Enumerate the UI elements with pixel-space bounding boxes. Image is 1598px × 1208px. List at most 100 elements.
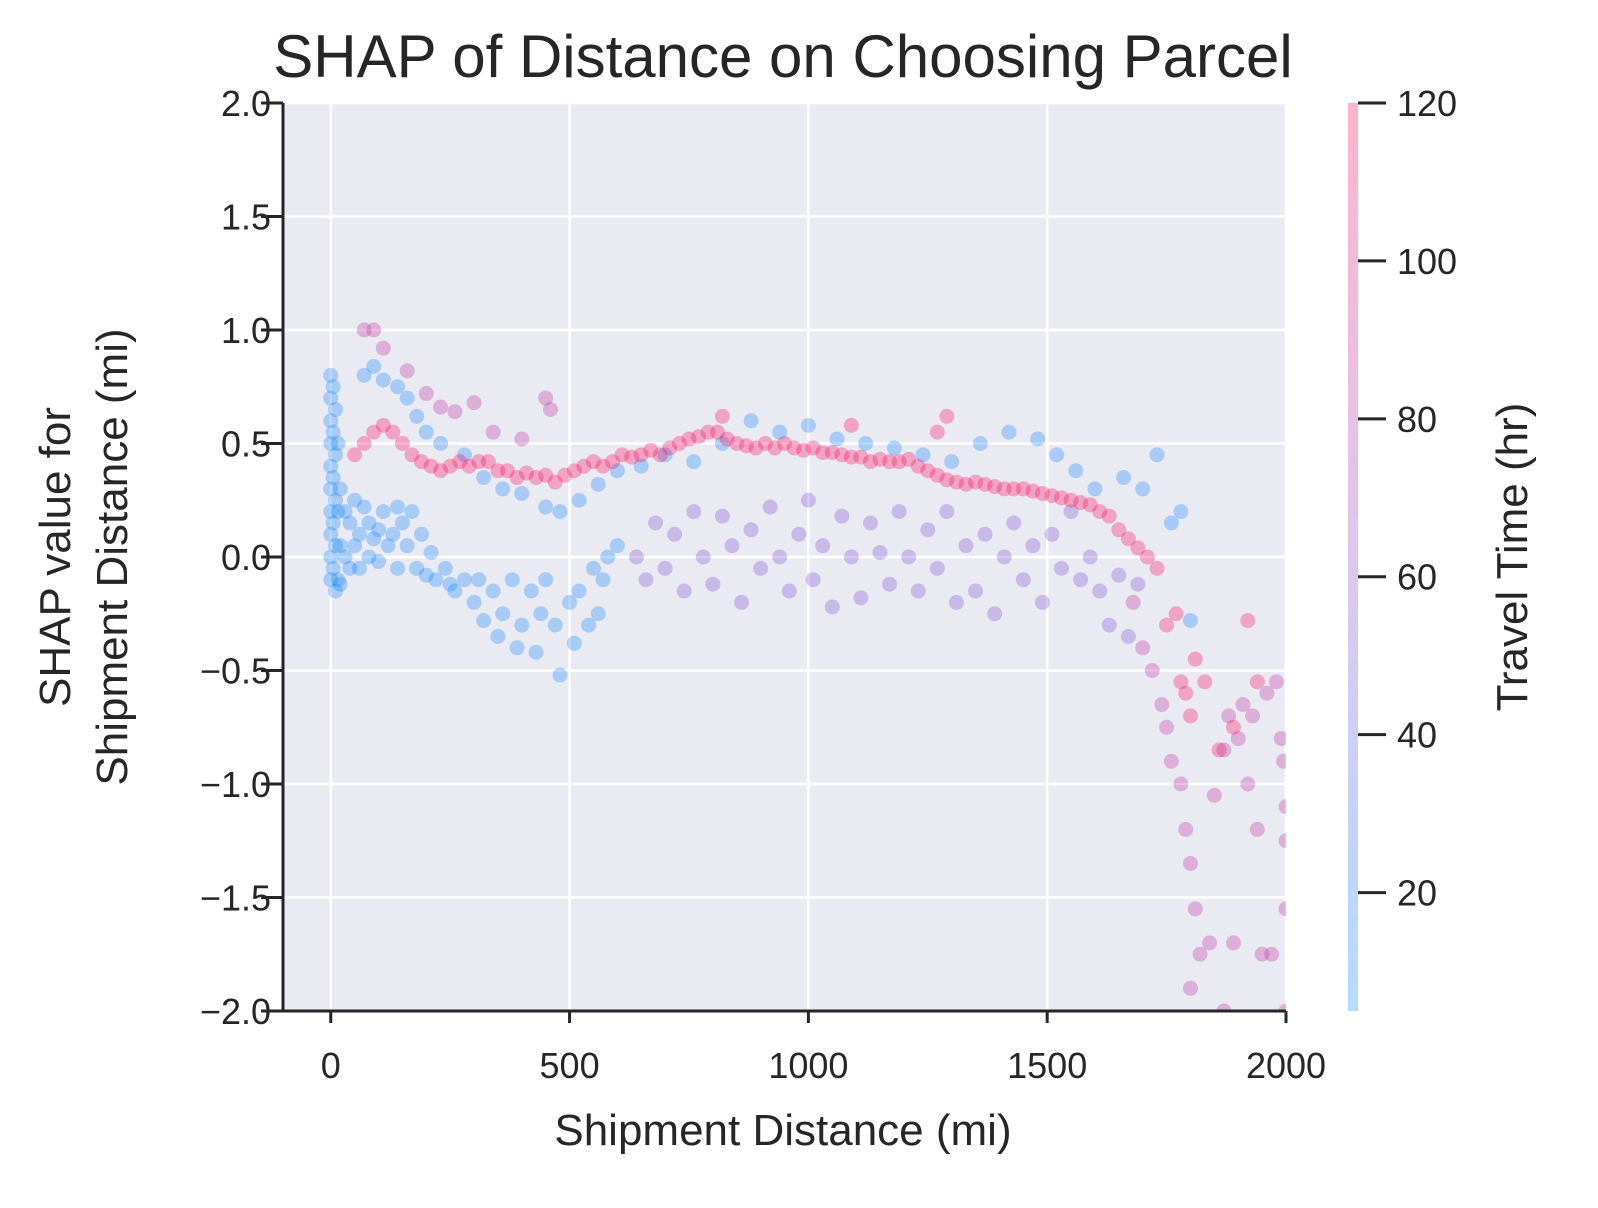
scatter-point	[1192, 946, 1208, 962]
x-tick-label: 1500	[1007, 1045, 1087, 1086]
scatter-point	[1163, 515, 1179, 531]
y-tick-label: 0.5	[221, 424, 271, 465]
scatter-point	[325, 379, 341, 395]
scatter-point	[1197, 674, 1213, 690]
scatter-point	[882, 454, 898, 470]
scatter-point	[1182, 855, 1198, 871]
scatter-point	[447, 583, 463, 599]
scatter-point	[328, 492, 344, 508]
scatter-point	[719, 431, 735, 447]
scatter-point	[1101, 508, 1117, 524]
scatter-point	[414, 454, 430, 470]
y-tick-label: −2.0	[200, 991, 271, 1032]
scatter-point	[1245, 708, 1261, 724]
series-group	[356, 322, 1286, 1011]
scatter-point	[815, 445, 831, 461]
scatter-point	[571, 583, 587, 599]
scatter-point	[1178, 685, 1194, 701]
scatter-point	[351, 526, 367, 542]
scatter-point	[1030, 431, 1046, 447]
scatter-point	[815, 538, 831, 554]
scatter-point	[805, 572, 821, 588]
y-axis-label-line-1: SHAP value for	[31, 407, 80, 707]
scatter-point	[872, 544, 888, 560]
scatter-point	[1001, 424, 1017, 440]
scatter-point	[824, 599, 840, 615]
y-tick-label: −1.0	[200, 764, 271, 805]
scatter-point	[323, 549, 339, 565]
scatter-point	[1044, 488, 1060, 504]
scatter-point	[633, 458, 649, 474]
scatter-point	[1235, 697, 1251, 713]
x-tick-label: 0	[321, 1045, 341, 1086]
scatter-point	[1120, 628, 1136, 644]
scatter-point	[337, 504, 353, 520]
scatter-point	[834, 508, 850, 524]
scatter-point	[958, 476, 974, 492]
scatter-point	[330, 572, 346, 588]
scatter-point	[772, 549, 788, 565]
y-tick-label: −1.5	[200, 878, 271, 919]
y-axis-label: SHAP value for Shipment Distance (mi)	[31, 328, 137, 785]
scatter-point	[330, 504, 346, 520]
scatter-point	[323, 504, 339, 520]
colorbar-tick-label: 100	[1397, 241, 1457, 282]
scatter-point	[853, 590, 869, 606]
scatter-point	[843, 449, 859, 465]
scatter-point	[786, 440, 802, 456]
scatter-point	[862, 454, 878, 470]
scatter-point	[347, 447, 363, 463]
scatter-point	[1101, 617, 1117, 633]
scatter-point	[638, 572, 654, 588]
scatter-point	[920, 463, 936, 479]
scatter-point	[987, 479, 1003, 495]
scatter-point	[581, 617, 597, 633]
scatter-point	[1225, 719, 1241, 735]
scatter-point	[394, 515, 410, 531]
scatter-point	[466, 395, 482, 411]
scatter-point	[456, 447, 472, 463]
scatter-point	[480, 454, 496, 470]
colorbar	[1348, 103, 1358, 1011]
scatter-point	[734, 594, 750, 610]
scatter-point	[1149, 560, 1165, 576]
scatter-point	[1173, 674, 1189, 690]
scatter-point	[676, 583, 692, 599]
scatter-point	[705, 576, 721, 592]
scatter-point	[1034, 485, 1050, 501]
scatter-point	[471, 572, 487, 588]
scatter-point	[1054, 490, 1070, 506]
scatter-point	[366, 531, 382, 547]
scatter-point	[695, 549, 711, 565]
scatter-point	[485, 583, 501, 599]
scatter-point	[738, 438, 754, 454]
scatter-point	[939, 408, 955, 424]
scatter-point	[538, 499, 554, 515]
scatter-point	[542, 401, 558, 417]
y-tick-label: 2.0	[221, 83, 271, 124]
scatter-point	[485, 424, 501, 440]
scatter-point	[834, 447, 850, 463]
scatter-point	[643, 442, 659, 458]
scatter-point	[547, 617, 563, 633]
scatter-point	[1276, 753, 1286, 769]
scatter-point	[356, 322, 372, 338]
scatter-point	[767, 440, 783, 456]
scatter-point	[1230, 731, 1246, 747]
scatter-point	[948, 474, 964, 490]
scatter-point	[714, 508, 730, 524]
scatter-point	[366, 358, 382, 374]
scatter-point	[399, 363, 415, 379]
scatter-point	[1073, 572, 1089, 588]
scatter-point	[375, 340, 391, 356]
scatter-point	[1139, 549, 1155, 565]
scatter-point	[1211, 742, 1227, 758]
scatter-point	[700, 424, 716, 440]
scatter-point	[375, 417, 391, 433]
scatter-point	[609, 538, 625, 554]
scatter-point	[328, 401, 344, 417]
scatter-point	[772, 424, 788, 440]
scatter-point	[1240, 613, 1256, 629]
scatter-point	[996, 481, 1012, 497]
scatter-point	[843, 417, 859, 433]
